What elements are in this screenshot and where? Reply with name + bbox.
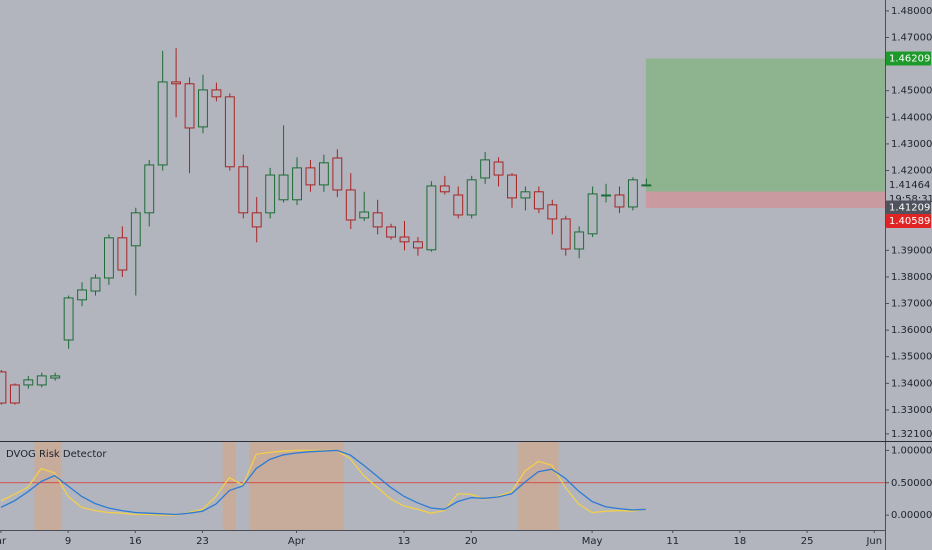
candle-body [278,174,289,201]
candle-body [184,83,195,129]
risk-zone [249,442,344,530]
risk-zone [34,442,62,530]
y-tick-label: 1.35000 [891,352,932,363]
candle-body [399,236,410,243]
candle-body [413,241,423,249]
y-tick-label: 0.00000 [891,510,932,521]
stop-zone [645,191,885,209]
candle-body [318,162,329,186]
target-zone [645,58,885,192]
x-tick-label: 18 [734,536,747,547]
candle-body [9,384,20,404]
y-tick-label: 1.39000 [891,245,932,256]
x-tick-label: May [582,536,603,547]
candle-body [211,89,222,98]
candle-body [292,167,302,201]
x-tick-label: 13 [398,536,411,547]
x-tick-label: 11 [666,536,679,547]
candle-body [547,204,558,220]
candle-body [36,375,47,386]
candle-body [587,193,598,235]
y-tick-label: 1.32100 [891,429,932,440]
stop-label: 1.40589 [889,216,930,227]
x-tick-label: ar [0,536,7,547]
candle-body [627,179,638,208]
candle-body [103,237,114,279]
candle-body [493,161,504,176]
y-tick-label: 1.33000 [891,405,932,416]
candle-body [305,167,316,186]
candle-body [63,297,74,341]
x-tick-label: 16 [129,536,142,547]
candle-body [157,81,168,166]
candle-body [144,164,155,214]
current-price-box [886,177,931,192]
entry-label: 1.41209 [889,203,930,214]
candle-body [198,89,208,128]
candle-body [130,212,141,247]
indicator-line [0,449,646,516]
candle-body [251,212,262,228]
y-tick-label: 1.48000 [891,6,932,17]
y-tick-label: 1.42000 [891,166,932,177]
y-tick-label: 1.44000 [891,112,932,123]
risk-zone [222,442,237,530]
stop-box [886,214,931,229]
x-tick-label: Apr [288,536,306,547]
candle-body [439,185,450,193]
candle-body [345,189,356,221]
candle-body [520,191,531,199]
candle-body [560,218,571,250]
y-tick-label: 1.36000 [891,325,932,336]
indicator-title: DVOG Risk Detector [6,449,107,460]
candle-body [466,179,477,216]
candle-body [171,81,182,85]
candle-body [332,157,343,191]
candle-body [386,226,397,238]
y-tick-label: 1.47000 [891,33,932,44]
x-tick-label: Jun [865,536,882,547]
y-tick-label: 1.34000 [891,378,932,389]
candle-body [23,379,34,386]
y-tick-label: 1.37000 [891,299,932,310]
candle-body [507,174,517,199]
candle-body [372,212,383,228]
candle-body [0,371,7,404]
candle-body [265,174,276,214]
y-tick-label: 0.50000 [891,478,932,489]
y-tick-label: 1.38000 [891,272,932,283]
candle-body [480,159,491,179]
risk-zone [518,442,559,530]
y-tick-label: 1.43000 [891,139,932,150]
entry-box [886,200,931,215]
y-tick-label: 1.00000 [891,445,932,456]
x-tick-label: 9 [65,536,71,547]
target-label: 1.46209 [889,54,930,65]
candle-body [77,289,87,301]
candle-body [533,191,544,210]
target-box [886,51,931,66]
candle-body [224,96,235,168]
x-tick-label: 20 [465,536,478,547]
candle-body [601,194,611,197]
x-tick-label: 25 [801,536,814,547]
candle-body [50,375,61,379]
candle-body [238,166,249,214]
candle-body [574,231,585,250]
candle-body [426,185,437,251]
candle-body [90,277,101,292]
countdown: 19:58:31 [889,194,932,205]
y-tick-label: 1.45000 [891,86,932,97]
candle-body [641,184,652,187]
x-tick-label: 23 [196,536,209,547]
candle-body [359,211,370,219]
current-price-label: 1.41464 [889,180,930,191]
candle-body [453,194,464,216]
candle-body [614,194,625,208]
candle-body [117,237,128,271]
